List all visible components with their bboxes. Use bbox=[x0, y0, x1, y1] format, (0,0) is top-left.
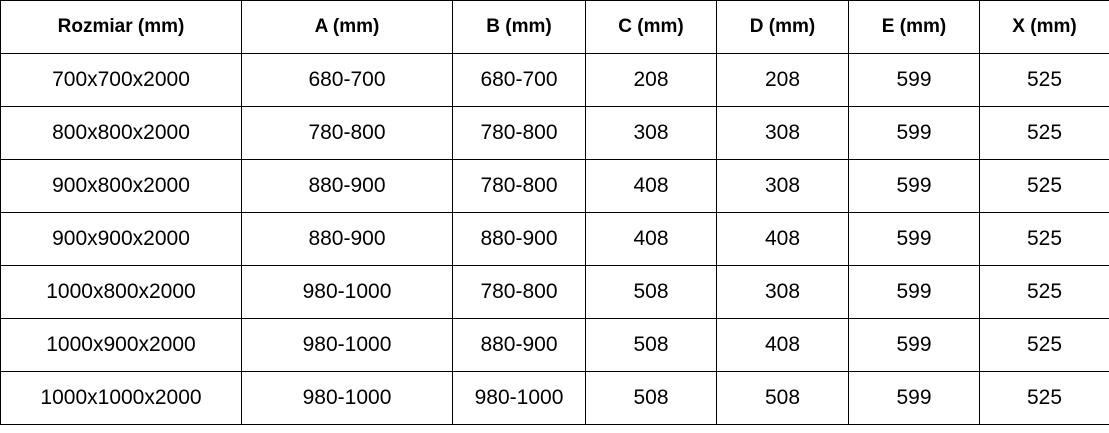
table-row: 800x800x2000 780-800 780-800 308 308 599 525 bbox=[0, 106, 1109, 160]
table-cell: 308 bbox=[716, 106, 849, 160]
table-cell: 980-1000 bbox=[241, 371, 453, 425]
table-cell: 525 bbox=[979, 159, 1109, 213]
table-cell: 408 bbox=[716, 212, 849, 266]
table-cell: 599 bbox=[848, 159, 980, 213]
table-cell: 1000x1000x2000 bbox=[0, 371, 242, 425]
table-cell: 880-900 bbox=[452, 212, 586, 266]
table-row: 900x900x2000 880-900 880-900 408 408 599 525 bbox=[0, 212, 1109, 266]
table-cell: 308 bbox=[716, 159, 849, 213]
table-cell: 780-800 bbox=[452, 159, 586, 213]
column-header: E (mm) bbox=[848, 0, 980, 54]
table-cell: 599 bbox=[848, 106, 980, 160]
table-cell: 780-800 bbox=[452, 106, 586, 160]
table-cell: 800x800x2000 bbox=[0, 106, 242, 160]
table-row: 1000x1000x2000 980-1000 980-1000 508 508 599 5… bbox=[0, 371, 1109, 425]
table-cell: 525 bbox=[979, 53, 1109, 107]
table-cell: 1000x800x2000 bbox=[0, 265, 242, 319]
table-cell: 525 bbox=[979, 318, 1109, 372]
table-cell: 508 bbox=[585, 318, 717, 372]
table-row: 1000x900x2000 980-1000 880-900 508 408 599 525 bbox=[0, 318, 1109, 372]
table-cell: 680-700 bbox=[241, 53, 453, 107]
table-row: 700x700x2000 680-700 680-700 208 208 599 525 bbox=[0, 53, 1109, 107]
table-cell: 408 bbox=[585, 212, 717, 266]
table-cell: 408 bbox=[585, 159, 717, 213]
table-cell: 525 bbox=[979, 106, 1109, 160]
table-cell: 980-1000 bbox=[452, 371, 586, 425]
column-header: C (mm) bbox=[585, 0, 717, 54]
table-cell: 208 bbox=[716, 53, 849, 107]
column-header: Rozmiar (mm) bbox=[0, 0, 242, 54]
table-cell: 208 bbox=[585, 53, 717, 107]
table-cell: 880-900 bbox=[241, 212, 453, 266]
table-cell: 599 bbox=[848, 212, 980, 266]
table-cell: 308 bbox=[585, 106, 717, 160]
header-row: Rozmiar (mm) A (mm) B (mm) C (mm) D (mm) E (m… bbox=[0, 0, 1109, 54]
table-cell: 525 bbox=[979, 371, 1109, 425]
table-cell: 880-900 bbox=[452, 318, 586, 372]
table-cell: 508 bbox=[585, 371, 717, 425]
table-cell: 900x800x2000 bbox=[0, 159, 242, 213]
column-header: A (mm) bbox=[241, 0, 453, 54]
column-header: X (mm) bbox=[979, 0, 1109, 54]
table-cell: 780-800 bbox=[241, 106, 453, 160]
table-cell: 1000x900x2000 bbox=[0, 318, 242, 372]
table-cell: 700x700x2000 bbox=[0, 53, 242, 107]
table-cell: 980-1000 bbox=[241, 318, 453, 372]
table-cell: 599 bbox=[848, 53, 980, 107]
table-cell: 599 bbox=[848, 371, 980, 425]
table-cell: 525 bbox=[979, 212, 1109, 266]
table-cell: 308 bbox=[716, 265, 849, 319]
table-cell: 780-800 bbox=[452, 265, 586, 319]
column-header: D (mm) bbox=[716, 0, 849, 54]
table-cell: 408 bbox=[716, 318, 849, 372]
table-cell: 900x900x2000 bbox=[0, 212, 242, 266]
table-cell: 680-700 bbox=[452, 53, 586, 107]
table-cell: 525 bbox=[979, 265, 1109, 319]
table-cell: 880-900 bbox=[241, 159, 453, 213]
table-cell: 599 bbox=[848, 265, 980, 319]
table-row: 900x800x2000 880-900 780-800 408 308 599 525 bbox=[0, 159, 1109, 213]
table-cell: 980-1000 bbox=[241, 265, 453, 319]
table-cell: 599 bbox=[848, 318, 980, 372]
table-cell: 508 bbox=[716, 371, 849, 425]
column-header: B (mm) bbox=[452, 0, 586, 54]
table-cell: 508 bbox=[585, 265, 717, 319]
table-row: 1000x800x2000 980-1000 780-800 508 308 599 525 bbox=[0, 265, 1109, 319]
